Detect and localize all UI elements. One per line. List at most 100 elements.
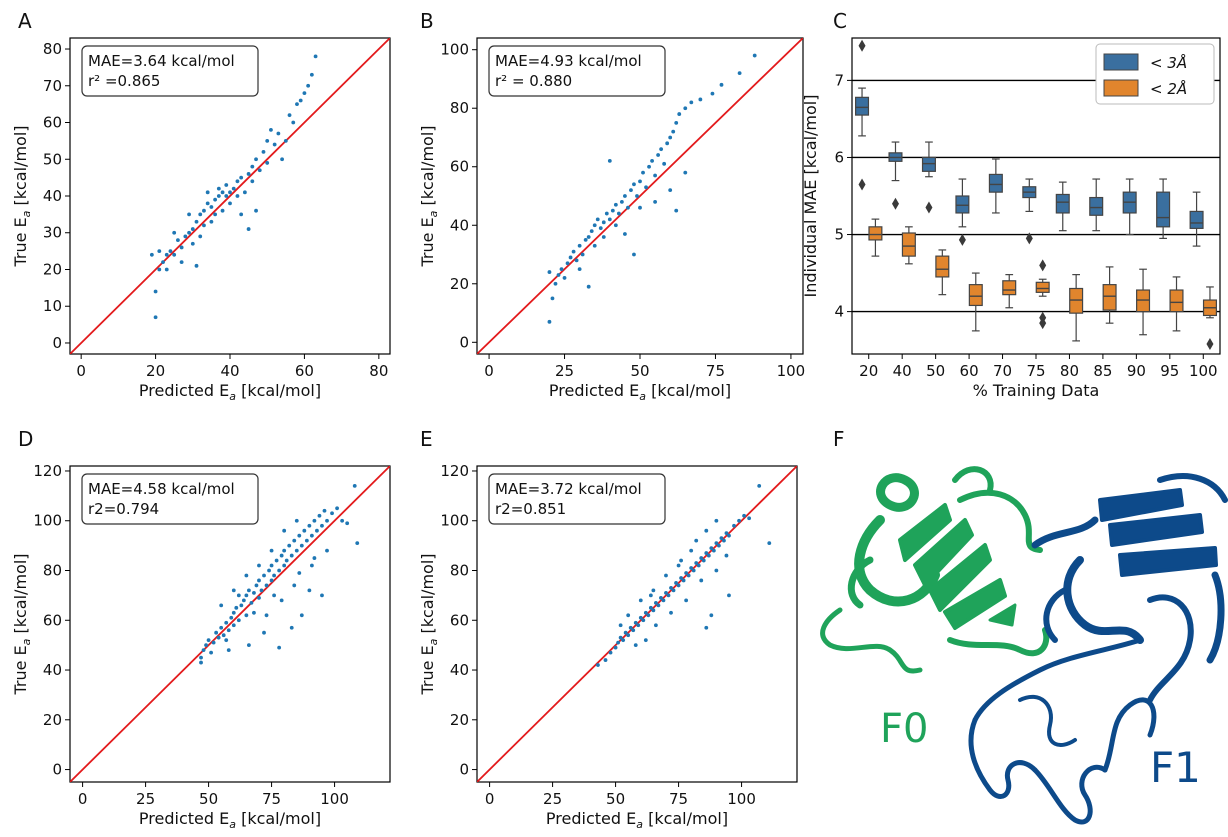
data-point bbox=[577, 243, 582, 248]
data-point bbox=[589, 229, 594, 234]
x-tick-label: 50 bbox=[926, 362, 945, 380]
data-point bbox=[335, 506, 339, 511]
data-point bbox=[653, 173, 657, 178]
data-point bbox=[737, 518, 741, 523]
data-point bbox=[252, 610, 256, 615]
data-point bbox=[604, 211, 609, 216]
data-point bbox=[623, 194, 627, 198]
x-tick-label: 20 bbox=[859, 362, 878, 380]
box bbox=[1189, 210, 1204, 229]
y-tick-label: 100 bbox=[440, 512, 469, 530]
data-point bbox=[199, 655, 203, 660]
data-point bbox=[254, 157, 258, 162]
protein-f0-ribbon bbox=[820, 466, 1050, 674]
x-tick-label: 25 bbox=[543, 790, 562, 808]
data-point bbox=[202, 223, 206, 228]
y-tick-label: 0 bbox=[459, 761, 469, 779]
data-point bbox=[220, 208, 225, 213]
data-point bbox=[317, 513, 322, 518]
y-axis-label: True Ea [kcal/mol] bbox=[11, 553, 33, 695]
data-point bbox=[714, 568, 719, 573]
identity-line bbox=[477, 38, 803, 354]
x-tick-label: 85 bbox=[1093, 362, 1112, 380]
y-tick-label: 0 bbox=[459, 333, 469, 351]
data-point bbox=[683, 170, 688, 175]
x-tick-label: 60 bbox=[960, 362, 979, 380]
data-point bbox=[676, 563, 681, 568]
data-point bbox=[662, 161, 667, 166]
data-point bbox=[616, 211, 621, 216]
data-point bbox=[241, 598, 246, 603]
data-point bbox=[565, 261, 570, 266]
box bbox=[988, 173, 1003, 193]
data-point bbox=[669, 586, 673, 590]
data-point bbox=[676, 583, 681, 588]
y-axis-label: True Ea [kcal/mol] bbox=[11, 125, 33, 267]
data-point bbox=[153, 315, 158, 320]
outlier-marker bbox=[1039, 259, 1047, 272]
annotation-text: r2=0.851 bbox=[495, 500, 566, 518]
data-point bbox=[164, 267, 169, 272]
data-point bbox=[633, 643, 638, 648]
data-point bbox=[228, 190, 232, 195]
data-point bbox=[257, 578, 261, 583]
data-point bbox=[631, 628, 636, 633]
data-point bbox=[659, 147, 664, 152]
data-point bbox=[669, 610, 673, 615]
data-point bbox=[643, 638, 648, 643]
data-point bbox=[204, 643, 208, 648]
x-tick-label: 50 bbox=[630, 362, 649, 380]
data-point bbox=[752, 53, 757, 58]
data-point bbox=[283, 138, 288, 143]
data-point bbox=[235, 179, 240, 184]
box bbox=[1089, 196, 1104, 216]
data-point bbox=[592, 223, 597, 228]
panel-a-scatter: 0 20 40 60 80 0 10 20 30 40 50 60 70 80 Predicted Ea [… bbox=[11, 37, 391, 403]
data-point bbox=[638, 615, 643, 620]
data-point bbox=[254, 583, 259, 588]
data-point bbox=[176, 238, 180, 242]
data-point bbox=[199, 660, 203, 665]
data-point bbox=[683, 106, 688, 111]
annotation-text: MAE=3.64 kcal/mol bbox=[88, 52, 235, 70]
data-point bbox=[267, 568, 271, 573]
data-point bbox=[638, 205, 642, 210]
data-point bbox=[716, 543, 721, 548]
y-tick-label: 40 bbox=[43, 187, 62, 205]
data-point bbox=[661, 598, 666, 603]
data-point bbox=[257, 563, 261, 568]
data-point bbox=[272, 142, 277, 147]
data-point bbox=[306, 83, 311, 88]
data-point bbox=[727, 593, 731, 598]
data-point bbox=[264, 583, 269, 588]
data-point bbox=[674, 208, 679, 213]
annotation-text: MAE=3.72 kcal/mol bbox=[495, 480, 642, 498]
data-point bbox=[689, 100, 694, 105]
data-point bbox=[623, 232, 627, 236]
outlier-marker bbox=[925, 201, 933, 214]
x-tick-label: 0 bbox=[484, 362, 494, 380]
data-point bbox=[719, 82, 724, 87]
data-point bbox=[621, 638, 626, 643]
data-point bbox=[299, 613, 304, 618]
legend-label: < 3Å bbox=[1150, 53, 1187, 72]
data-point bbox=[592, 243, 597, 248]
outlier-marker bbox=[1025, 232, 1033, 245]
data-point bbox=[153, 289, 158, 294]
data-point bbox=[172, 252, 177, 257]
data-point bbox=[647, 164, 651, 169]
y-tick-label: 40 bbox=[43, 661, 62, 679]
data-point bbox=[161, 260, 165, 265]
data-point bbox=[246, 588, 251, 593]
data-point bbox=[297, 571, 302, 575]
data-point bbox=[583, 237, 588, 242]
data-point bbox=[571, 249, 576, 254]
data-point bbox=[265, 138, 270, 143]
data-point bbox=[277, 568, 282, 573]
y-tick-label: 60 bbox=[43, 611, 62, 629]
data-point bbox=[205, 201, 210, 206]
data-point bbox=[209, 219, 214, 224]
data-point bbox=[183, 234, 188, 239]
data-point bbox=[213, 197, 218, 202]
